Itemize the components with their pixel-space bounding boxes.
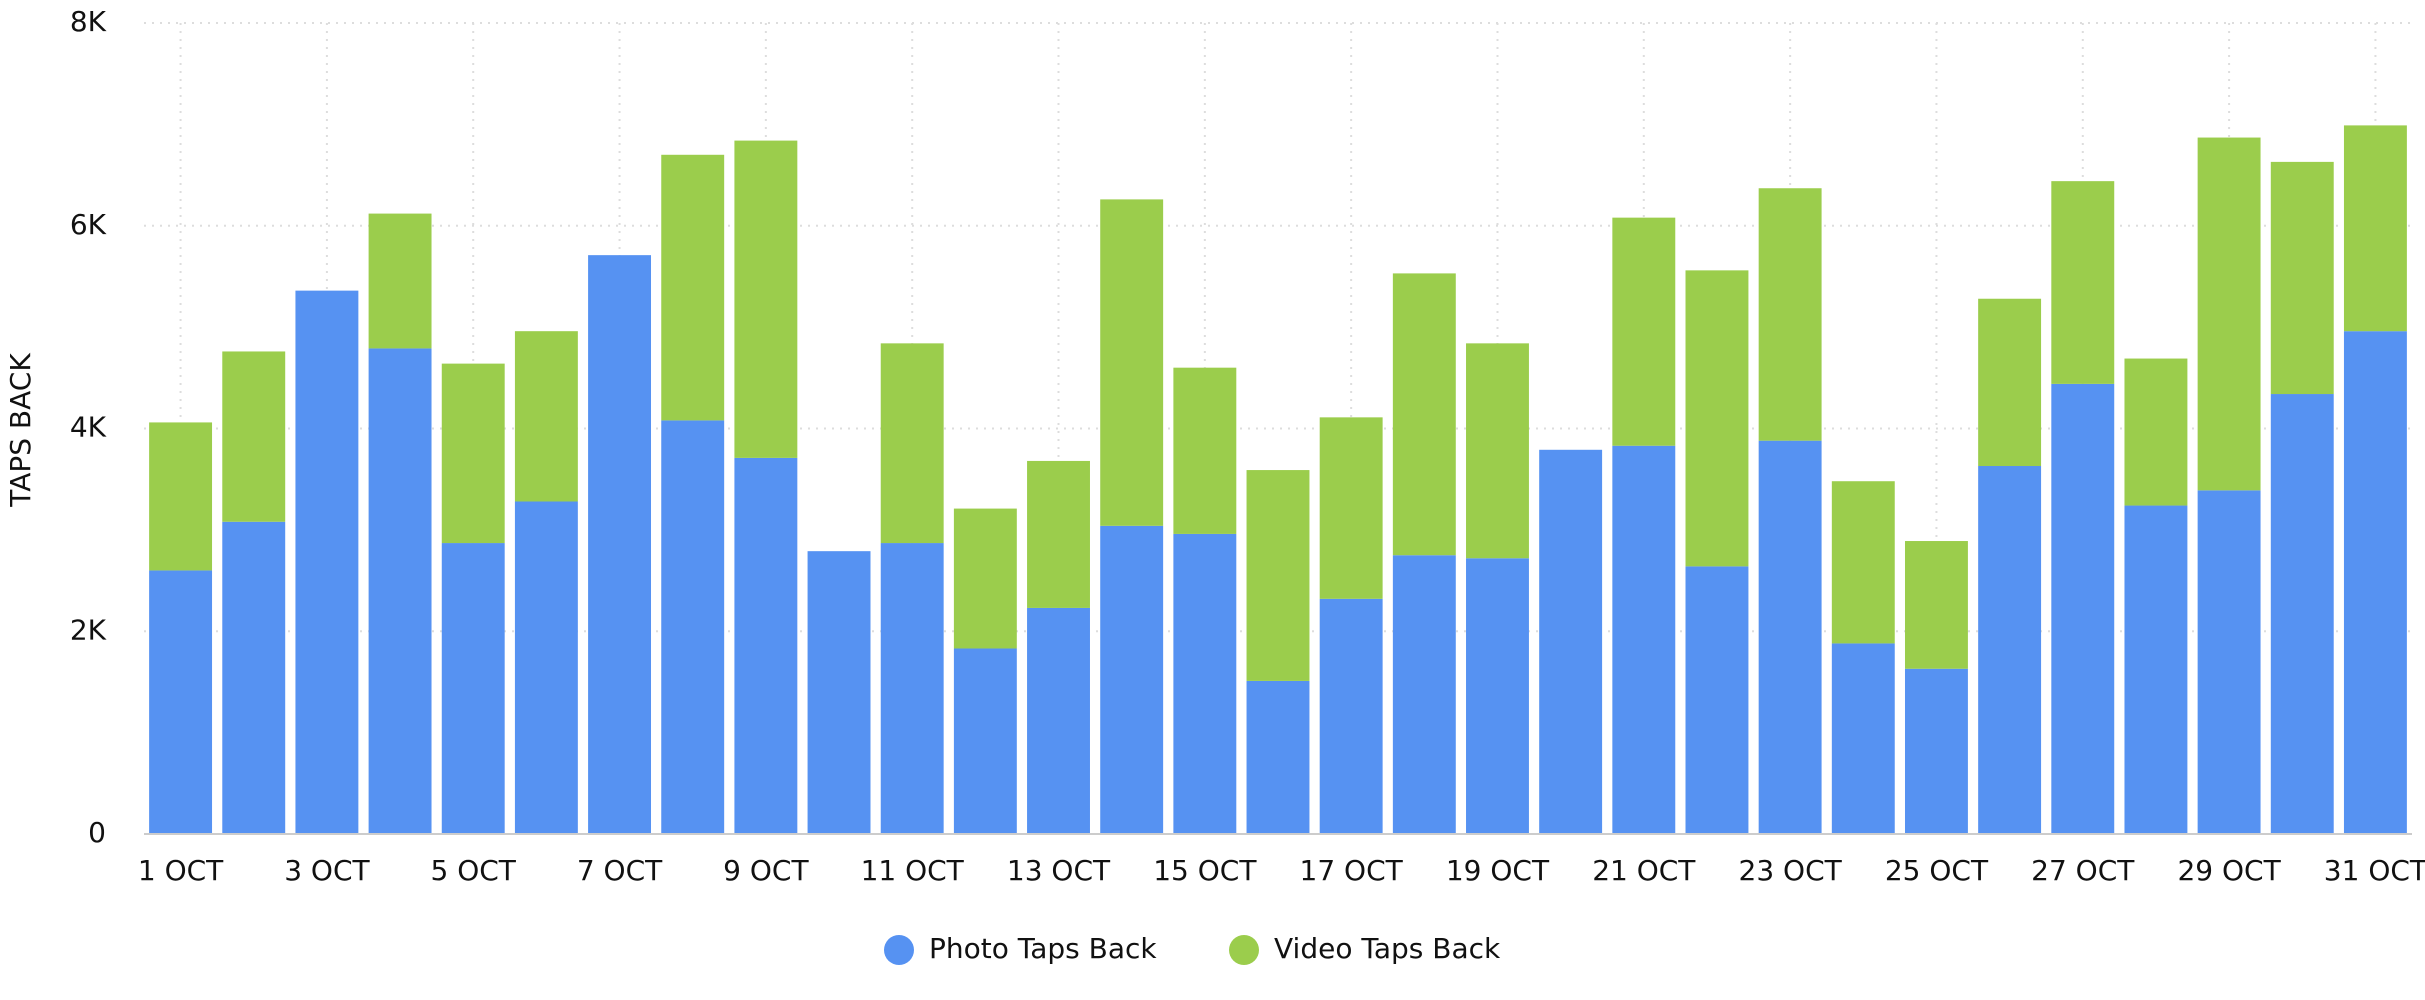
bar-segment xyxy=(734,457,798,834)
x-tick-label: 19 OCT xyxy=(1446,854,1550,887)
bar-segment xyxy=(734,140,798,458)
bar-segment xyxy=(880,343,944,544)
x-tick-label: 13 OCT xyxy=(1007,854,1111,887)
bar-segment xyxy=(514,331,578,502)
y-tick-label: 2K xyxy=(70,613,107,646)
legend-label: Video Taps Back xyxy=(1274,932,1501,965)
bar-segment xyxy=(953,648,1017,834)
bar-segment xyxy=(1027,460,1090,608)
bar-segment xyxy=(1978,298,2042,467)
bar-segment xyxy=(1100,525,1164,834)
bar-segment xyxy=(149,422,213,571)
bar-segment xyxy=(1392,555,1456,834)
bar-segment xyxy=(1831,481,1895,644)
bar-segment xyxy=(2270,161,2334,395)
x-tick-label: 5 OCT xyxy=(431,854,517,887)
bar-segment xyxy=(295,290,359,834)
bar-segment xyxy=(1246,680,1310,834)
bar-segment xyxy=(1612,445,1676,834)
bar-segment xyxy=(2051,383,2115,834)
bar-segment xyxy=(2343,331,2407,834)
bar-segment xyxy=(1173,533,1237,834)
bar-segment xyxy=(1466,558,1529,834)
bar-segment xyxy=(661,420,725,834)
x-tick-label: 11 OCT xyxy=(861,854,965,887)
x-tick-label: 25 OCT xyxy=(1885,854,1989,887)
y-axis-label: TAPS BACK xyxy=(4,353,37,508)
bar-segment xyxy=(2124,505,2188,834)
bar-segment xyxy=(2270,394,2334,834)
bar-segment xyxy=(1831,643,1895,834)
bar-segment xyxy=(2197,137,2261,491)
x-tick-label: 23 OCT xyxy=(1739,854,1843,887)
bar-segment xyxy=(1319,417,1383,599)
legend-label: Photo Taps Back xyxy=(929,932,1157,965)
bar-segment xyxy=(2197,490,2261,834)
legend-marker xyxy=(1229,935,1259,965)
bar-segment xyxy=(149,570,213,834)
x-tick-label: 27 OCT xyxy=(2031,854,2135,887)
bar-segment xyxy=(661,154,725,421)
legend-marker xyxy=(884,935,914,965)
bar-segment xyxy=(953,508,1017,649)
bar-segment xyxy=(222,351,286,522)
y-tick-label: 6K xyxy=(70,208,107,241)
bar-segment xyxy=(1392,273,1456,556)
x-tick-label: 7 OCT xyxy=(577,854,663,887)
x-tick-label: 1 OCT xyxy=(138,854,224,887)
bar-segment xyxy=(1685,270,1749,567)
bar-segment xyxy=(1539,449,1603,834)
bar-segment xyxy=(1027,607,1090,834)
x-tick-label: 9 OCT xyxy=(723,854,809,887)
bar-segment xyxy=(880,543,944,834)
bar-segment xyxy=(368,348,432,834)
x-tick-label: 21 OCT xyxy=(1592,854,1696,887)
bar-segment xyxy=(1173,367,1237,534)
bar-segment xyxy=(1758,188,1822,441)
bar-segment xyxy=(1100,199,1164,526)
x-tick-label: 15 OCT xyxy=(1153,854,1257,887)
bar-segment xyxy=(2124,358,2188,506)
bar-segment xyxy=(807,551,871,834)
x-tick-label: 29 OCT xyxy=(2177,854,2281,887)
x-tick-label: 17 OCT xyxy=(1300,854,1404,887)
bar-segment xyxy=(588,255,652,834)
bar-segment xyxy=(1904,668,1968,834)
bar-segment xyxy=(1466,343,1529,559)
bar-segment xyxy=(1904,541,1968,669)
bar-segment xyxy=(368,213,432,349)
bar-segment xyxy=(441,363,505,544)
x-tick-label: 31 OCT xyxy=(2324,854,2425,887)
bar-segment xyxy=(1758,440,1822,834)
x-tick-label: 3 OCT xyxy=(284,854,370,887)
bar-segment xyxy=(514,501,578,834)
bar-segment xyxy=(1319,598,1383,834)
bar-segment xyxy=(2343,125,2407,332)
bar-segment xyxy=(1685,566,1749,834)
y-tick-label: 8K xyxy=(70,5,107,38)
bar-segment xyxy=(222,521,286,834)
bar-segment xyxy=(1612,217,1676,446)
bar-segment xyxy=(1246,470,1310,681)
y-tick-label: 0 xyxy=(88,816,106,849)
bar-segment xyxy=(1978,466,2042,834)
y-tick-label: 4K xyxy=(70,411,107,444)
bar-segment xyxy=(441,543,505,834)
bar-segment xyxy=(2051,181,2115,384)
